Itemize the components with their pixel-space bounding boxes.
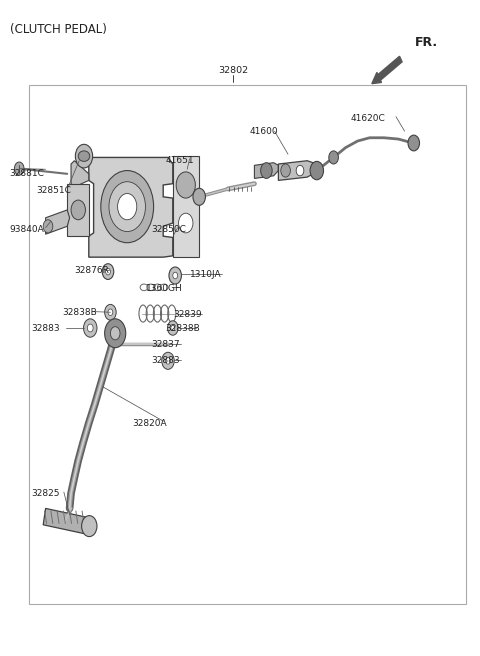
Polygon shape — [43, 508, 91, 535]
Circle shape — [102, 264, 114, 279]
Text: 32851C: 32851C — [36, 186, 71, 195]
Circle shape — [281, 164, 290, 177]
Text: 1310JA: 1310JA — [190, 270, 221, 279]
Text: 32820A: 32820A — [132, 419, 167, 428]
Circle shape — [310, 161, 324, 180]
Circle shape — [169, 267, 181, 284]
Text: 41600: 41600 — [250, 127, 278, 136]
Circle shape — [171, 325, 175, 331]
Circle shape — [71, 200, 85, 220]
Text: 41651: 41651 — [166, 156, 194, 165]
Circle shape — [82, 516, 97, 537]
Circle shape — [101, 171, 154, 243]
Circle shape — [75, 144, 93, 168]
Circle shape — [105, 304, 116, 320]
Text: FR.: FR. — [415, 36, 438, 49]
Circle shape — [261, 163, 272, 178]
Text: 32839: 32839 — [173, 310, 202, 319]
Text: 93840A: 93840A — [10, 225, 44, 234]
Circle shape — [14, 162, 24, 175]
Circle shape — [166, 358, 170, 364]
Text: 32802: 32802 — [218, 66, 248, 75]
FancyArrow shape — [372, 56, 402, 84]
Bar — [67, 184, 89, 236]
Circle shape — [43, 220, 53, 233]
Circle shape — [296, 165, 304, 176]
Text: (CLUTCH PEDAL): (CLUTCH PEDAL) — [10, 23, 107, 36]
Text: 32881C: 32881C — [10, 169, 45, 178]
Polygon shape — [71, 161, 89, 187]
Text: 32850C: 32850C — [151, 225, 186, 234]
Circle shape — [179, 213, 193, 233]
Polygon shape — [89, 157, 173, 257]
Text: 32838B: 32838B — [166, 324, 200, 333]
Text: 41620C: 41620C — [350, 113, 385, 123]
Circle shape — [87, 324, 93, 332]
Circle shape — [105, 319, 126, 348]
Bar — [29, 85, 466, 604]
Circle shape — [329, 151, 338, 164]
Polygon shape — [46, 210, 70, 234]
Circle shape — [106, 268, 110, 275]
Text: 1360GH: 1360GH — [146, 284, 183, 293]
Polygon shape — [254, 163, 278, 178]
Text: 32883: 32883 — [151, 356, 180, 365]
Ellipse shape — [78, 151, 90, 161]
Polygon shape — [278, 161, 317, 180]
Circle shape — [110, 327, 120, 340]
Circle shape — [162, 352, 174, 369]
Circle shape — [168, 321, 178, 335]
Text: 32883: 32883 — [31, 324, 60, 333]
Circle shape — [193, 188, 205, 205]
Text: 32825: 32825 — [31, 489, 60, 498]
Text: 32876R: 32876R — [74, 266, 109, 276]
Circle shape — [173, 272, 178, 279]
Circle shape — [109, 182, 145, 232]
Circle shape — [108, 309, 113, 316]
Circle shape — [408, 135, 420, 151]
Circle shape — [176, 172, 195, 198]
Polygon shape — [173, 156, 199, 257]
Circle shape — [84, 319, 97, 337]
Text: 32838B: 32838B — [62, 308, 97, 317]
Circle shape — [118, 194, 137, 220]
Text: 32837: 32837 — [151, 340, 180, 349]
